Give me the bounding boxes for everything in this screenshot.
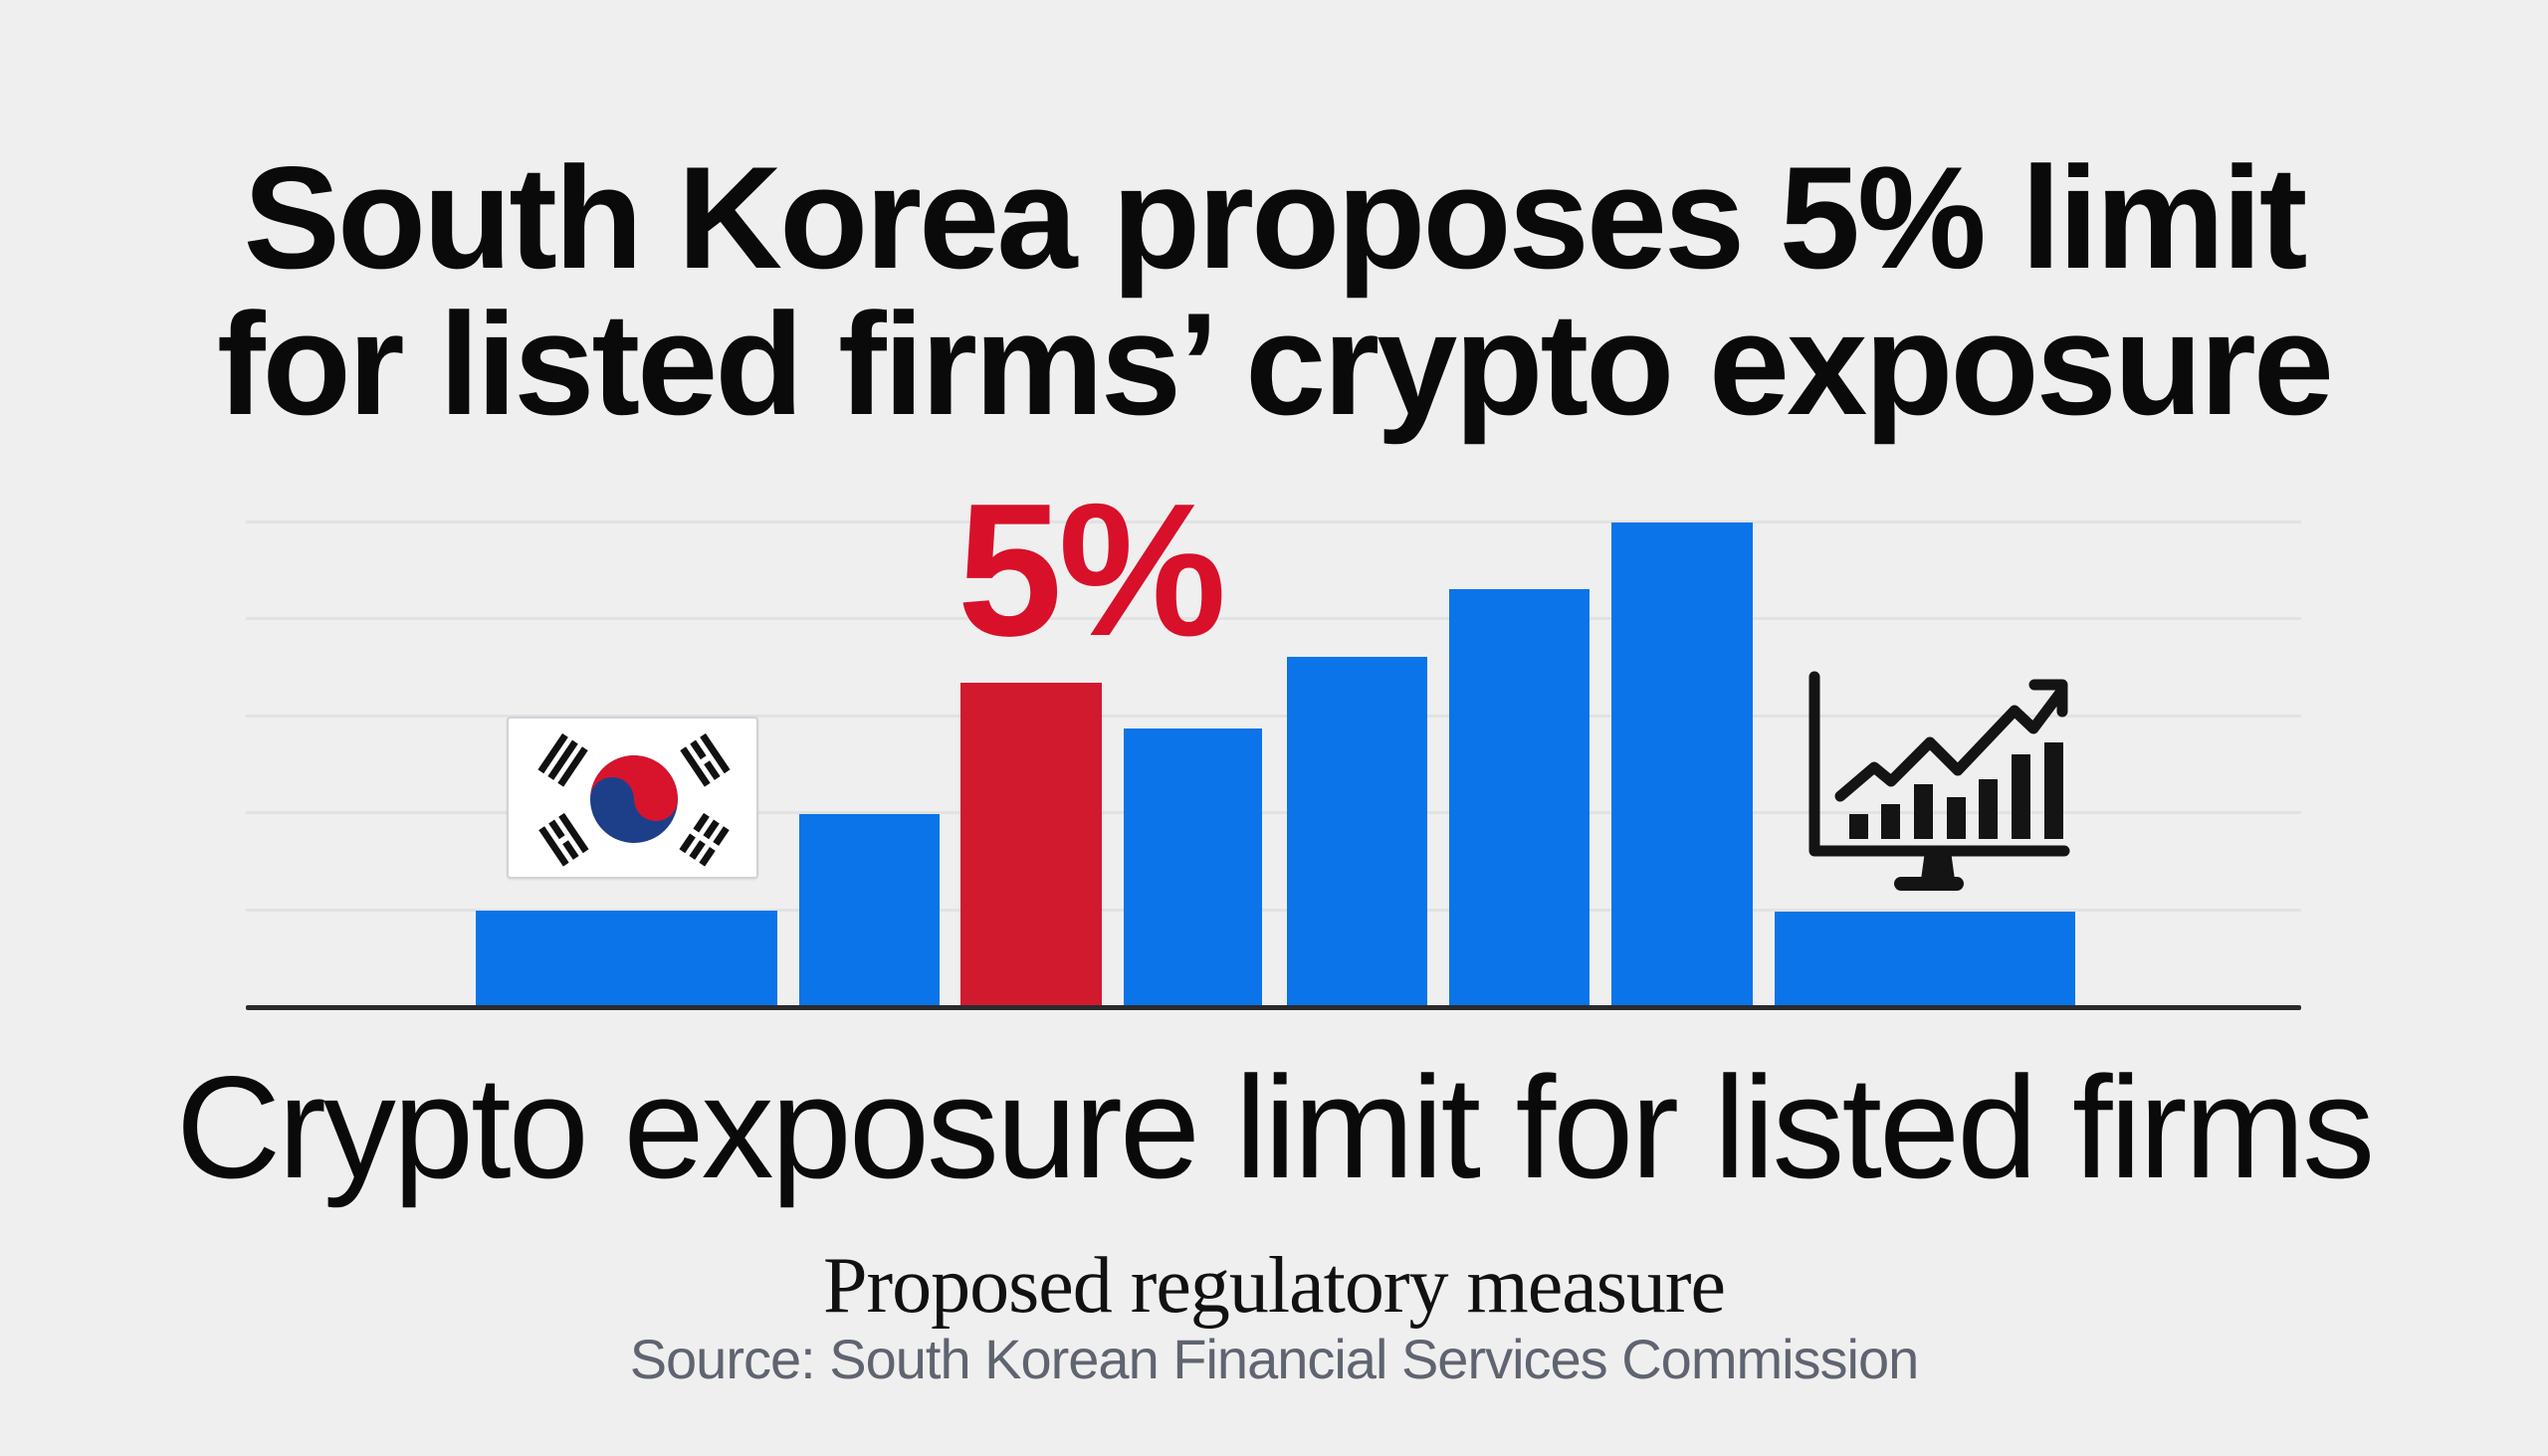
gridline bbox=[246, 617, 2301, 620]
source-credit: Source: South Korean Financial Services … bbox=[629, 1328, 1920, 1390]
gridline bbox=[246, 909, 2301, 912]
highlight-value-label: 5% bbox=[956, 465, 1227, 676]
bar bbox=[476, 911, 777, 1007]
headline-line-1: South Korea proposes 5% limit bbox=[243, 136, 2308, 299]
bar bbox=[1611, 522, 1753, 1007]
headline-line-2: for listed firms’ crypto exposure bbox=[216, 283, 2334, 445]
bar bbox=[1124, 728, 1262, 1007]
bar bbox=[1287, 657, 1427, 1007]
chart-title: Crypto exposure limit for listed firms bbox=[175, 1046, 2375, 1208]
gridline bbox=[246, 811, 2301, 814]
bar bbox=[1449, 589, 1590, 1007]
chart-x-axis bbox=[246, 1005, 2301, 1010]
highlight-bar bbox=[960, 683, 1102, 1007]
chart-subtitle: Proposed regulatory measure bbox=[822, 1242, 1726, 1330]
bar bbox=[1775, 912, 2075, 1007]
stock-chart-monitor-icon bbox=[1805, 667, 2070, 892]
south-korea-flag-icon bbox=[507, 717, 758, 879]
gridline bbox=[246, 520, 2301, 523]
bar bbox=[799, 814, 940, 1007]
gridline bbox=[246, 715, 2301, 718]
